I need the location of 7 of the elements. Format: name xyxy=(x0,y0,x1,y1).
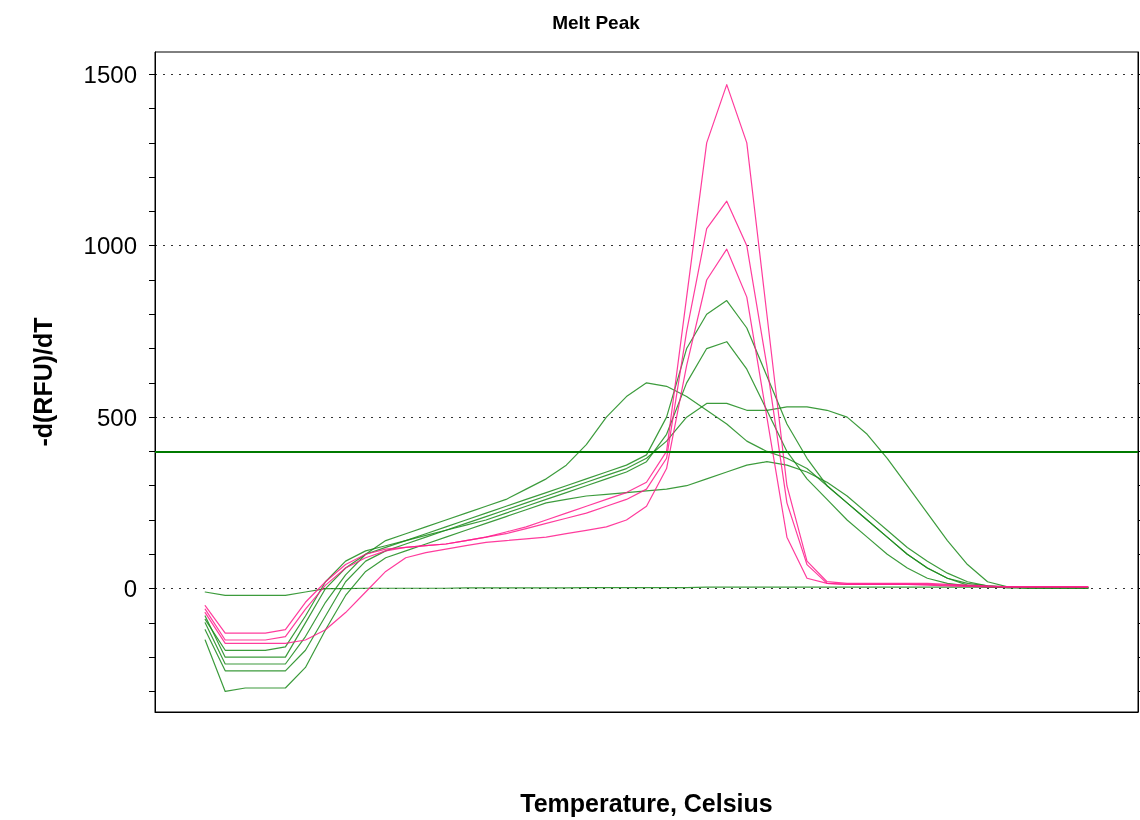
x-axis-title: Temperature, Celsius xyxy=(520,788,773,817)
y-tick-label: 500 xyxy=(96,403,137,431)
chart-title: Melt Peak xyxy=(552,12,641,33)
y-axis-title: -d(RFU)/dT xyxy=(28,317,57,447)
y-tick-label: 1000 xyxy=(83,232,137,260)
y-tick-label: 1500 xyxy=(83,60,137,88)
y-tick-label: 0 xyxy=(123,575,137,603)
